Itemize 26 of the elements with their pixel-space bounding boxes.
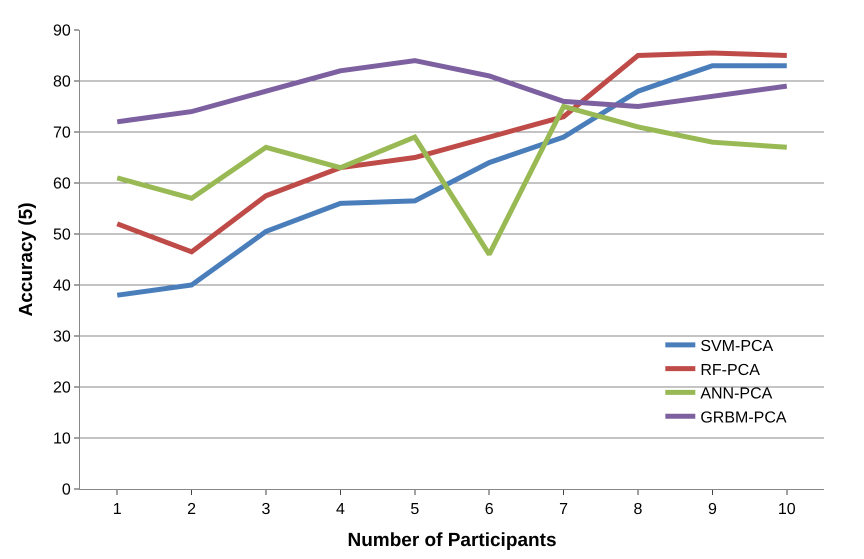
x-tick-label: 10 [778,501,796,518]
x-tick-label: 2 [187,501,196,518]
x-tick-label: 4 [336,501,345,518]
x-tick-label: 3 [262,501,271,518]
y-tick-label: 90 [53,22,71,40]
y-tick-label: 70 [53,124,71,142]
x-tick-label: 1 [112,501,122,518]
y-tick-label: 10 [53,430,71,448]
x-tick-label: 6 [484,501,494,518]
legend-label: RF-PCA [700,362,760,379]
x-tick-label: 9 [708,501,717,518]
y-tick-label: 80 [53,74,71,91]
x-axis-title: Number of Participants [347,530,557,551]
y-tick-label: 30 [53,328,71,346]
y-tick-label: 0 [62,482,71,499]
legend-label: SVM-PCA [700,338,774,356]
y-tick-label: 20 [53,380,71,397]
legend-label: ANN-PCA [700,386,773,403]
x-tick-label: 8 [634,501,643,518]
y-tick-label: 40 [53,278,71,295]
y-axis-title: Accuracy (5) [16,202,37,317]
y-tick-label: 50 [53,226,71,244]
x-tick-label: 7 [559,501,568,518]
legend-label: GRBM-PCA [700,409,787,426]
y-tick-label: 60 [53,176,71,193]
x-tick-label: 5 [410,501,420,518]
